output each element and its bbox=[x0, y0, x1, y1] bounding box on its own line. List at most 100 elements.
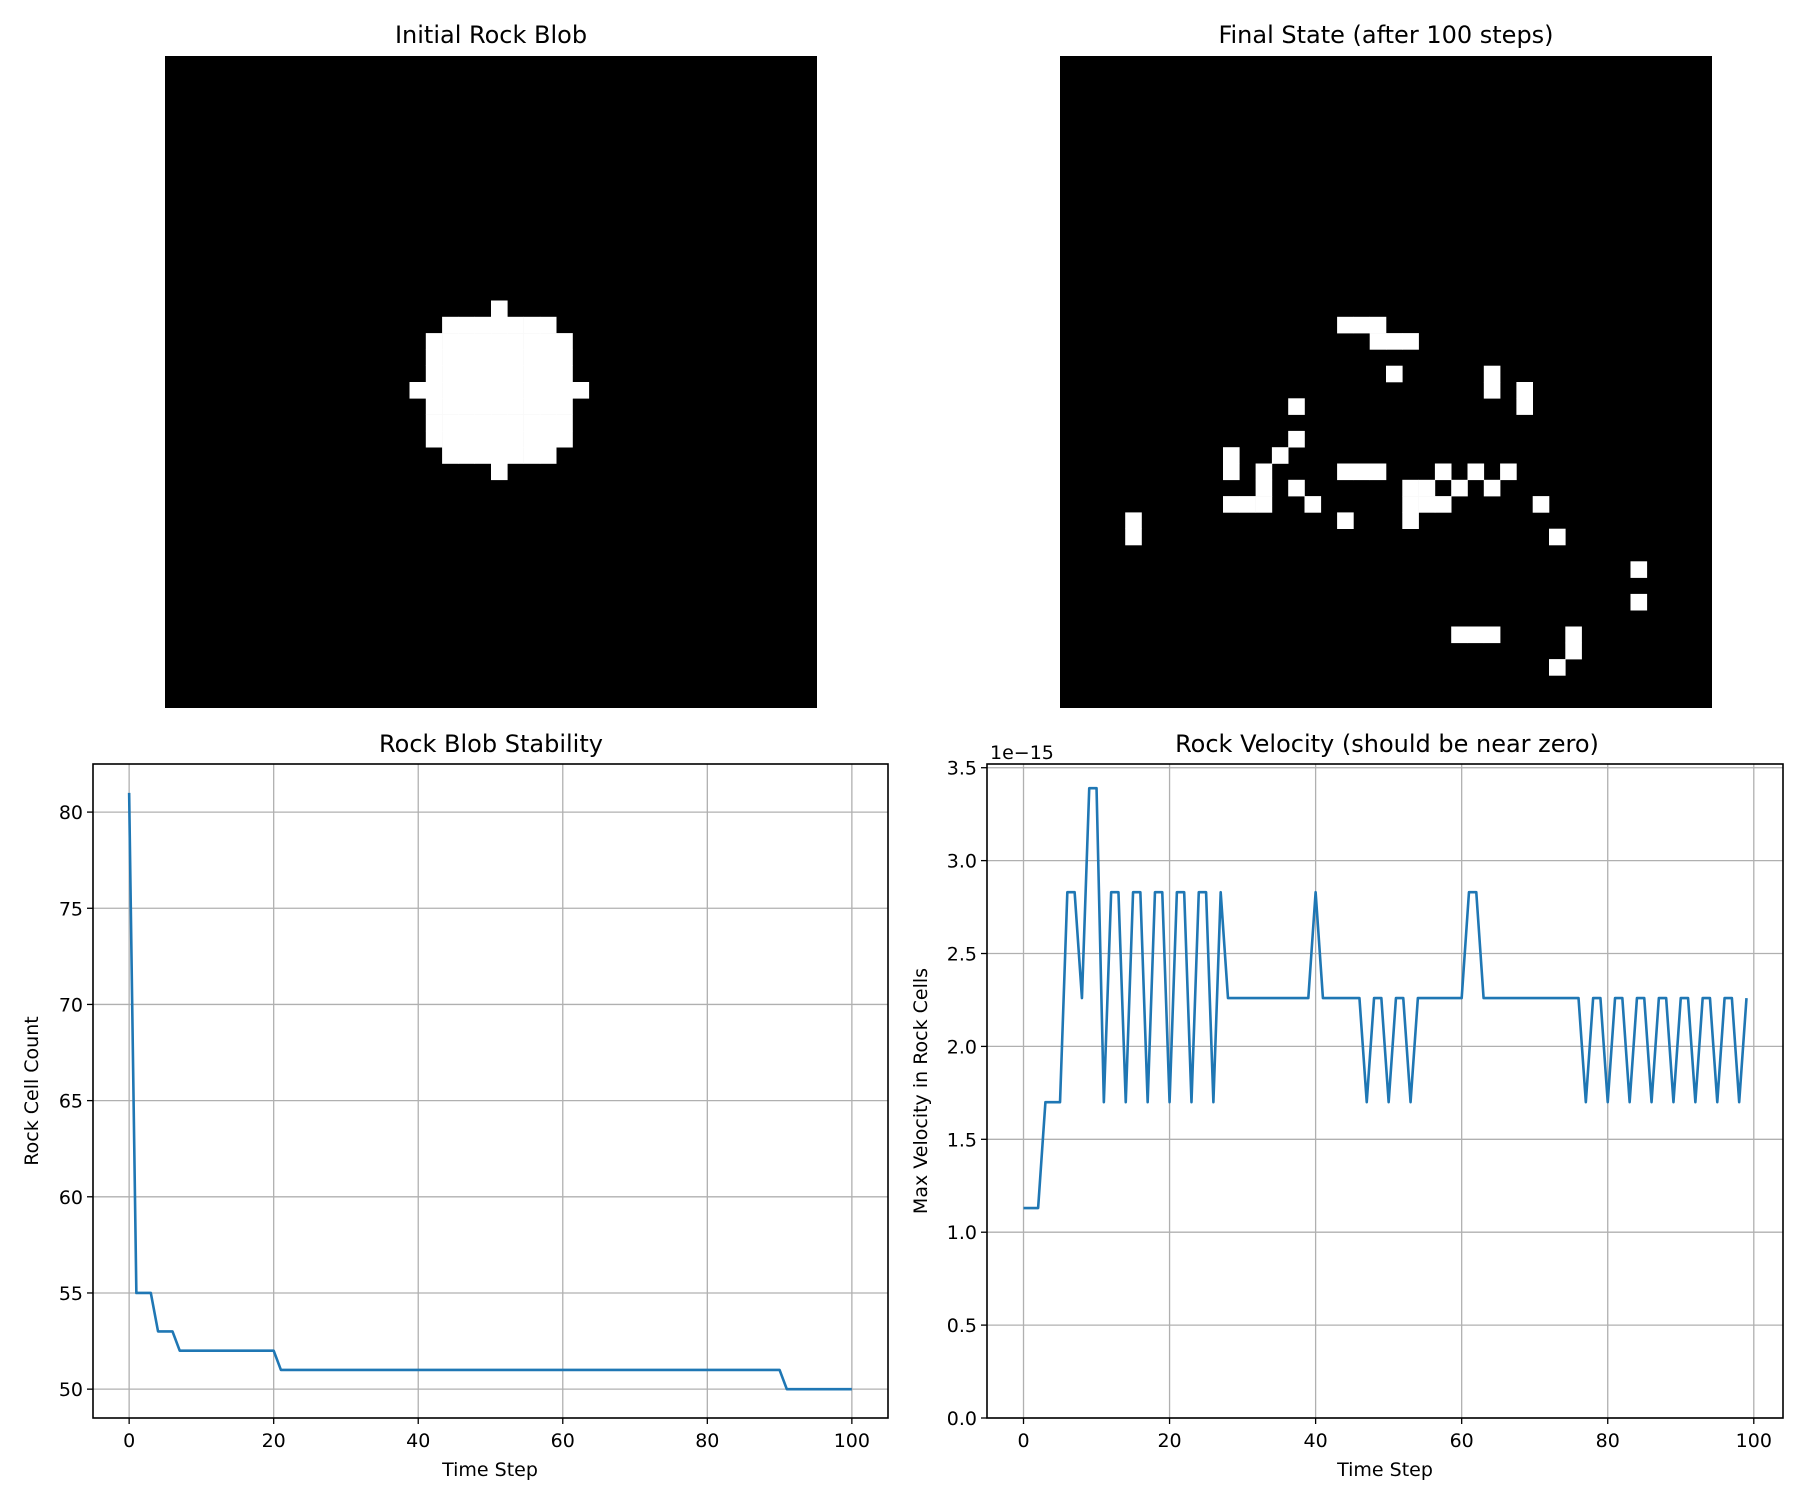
initial-rock-cell bbox=[442, 414, 459, 432]
stability-gridlines bbox=[93, 764, 888, 1418]
stability-x-axis-label: Time Step bbox=[441, 1459, 538, 1481]
final-rock-cell bbox=[1386, 365, 1403, 383]
initial-rock-cell bbox=[458, 398, 475, 415]
velocity-x-tick-label: 60 bbox=[1450, 1430, 1474, 1452]
final-rock-cell bbox=[1402, 512, 1419, 529]
final-rock-cell bbox=[1386, 333, 1403, 350]
initial-rock-cell bbox=[474, 382, 492, 399]
final-rock-cell bbox=[1483, 365, 1501, 383]
initial-rock-cell bbox=[523, 382, 541, 399]
initial-rock-cell bbox=[556, 333, 573, 350]
initial-rock-cell bbox=[539, 333, 557, 350]
velocity-x-tick-label: 40 bbox=[1304, 1430, 1328, 1452]
final-rock-cell bbox=[1223, 447, 1240, 464]
initial-rock-cell bbox=[556, 349, 573, 366]
initial-rock-cell bbox=[491, 414, 508, 432]
initial-rock-cell bbox=[507, 316, 524, 334]
final-rock-cell bbox=[1467, 463, 1485, 481]
initial-rock-cell bbox=[442, 447, 459, 464]
initial-rock-cell bbox=[425, 333, 443, 350]
initial-rock-cell bbox=[539, 430, 557, 448]
initial-rock-cell bbox=[523, 398, 541, 415]
initial-rock-cell bbox=[507, 414, 524, 432]
initial-rock-cell bbox=[491, 333, 508, 350]
final-rock-cell bbox=[1402, 479, 1419, 497]
velocity-x-tick-label: 80 bbox=[1596, 1430, 1620, 1452]
final-rock-cell bbox=[1630, 593, 1648, 611]
final-rock-cell bbox=[1549, 528, 1566, 546]
initial-rock-cell bbox=[425, 430, 443, 448]
velocity-x-tick-label: 100 bbox=[1736, 1430, 1772, 1452]
initial-rock-cell bbox=[474, 365, 492, 383]
initial-rock-cell bbox=[491, 447, 508, 464]
stability-y-tick-label: 70 bbox=[59, 994, 83, 1016]
final-rock-cell bbox=[1532, 496, 1550, 513]
final-rock-cell bbox=[1223, 463, 1240, 481]
initial-rock-cell bbox=[572, 382, 590, 399]
initial-rock-cell bbox=[442, 316, 459, 334]
initial-rock-cell bbox=[442, 333, 459, 350]
stability-y-tick-label: 60 bbox=[59, 1187, 83, 1209]
initial-rock-cell bbox=[491, 365, 508, 383]
initial-rock-cell bbox=[442, 382, 459, 399]
initial-rock-cell bbox=[474, 414, 492, 432]
final-rock-cell bbox=[1337, 512, 1354, 529]
velocity-y-tick-label: 2.5 bbox=[947, 944, 977, 966]
velocity-y-tick-label: 0.5 bbox=[947, 1315, 977, 1337]
initial-rock-cell bbox=[523, 414, 541, 432]
velocity-y-tick-label: 0.0 bbox=[947, 1408, 977, 1430]
initial-rock-cell bbox=[556, 414, 573, 432]
initial-rock-cell bbox=[491, 430, 508, 448]
final-rock-cell bbox=[1255, 479, 1273, 497]
final-rock-cell bbox=[1337, 463, 1354, 481]
initial-rock-cell bbox=[458, 365, 475, 383]
initial-rock-blob-panel: Initial Rock Blob bbox=[165, 21, 817, 708]
initial-rock-cell bbox=[523, 365, 541, 383]
initial-rock-cell bbox=[442, 398, 459, 415]
initial-rock-cell bbox=[539, 349, 557, 366]
initial-rock-cell bbox=[474, 333, 492, 350]
velocity-y-tick-label: 3.5 bbox=[947, 758, 977, 780]
initial-rock-cell bbox=[425, 365, 443, 383]
initial-rock-cell bbox=[425, 349, 443, 366]
initial-rock-cell bbox=[425, 382, 443, 399]
stability-plot-frame bbox=[92, 763, 889, 1419]
initial-rock-cell bbox=[539, 365, 557, 383]
velocity-x-tick-label: 20 bbox=[1157, 1430, 1181, 1452]
final-rock-cell bbox=[1418, 496, 1436, 513]
initial-rock-cell bbox=[507, 333, 524, 350]
initial-rock-cell bbox=[539, 398, 557, 415]
final-rock-cell bbox=[1223, 496, 1240, 513]
initial-rock-cell bbox=[474, 316, 492, 334]
stability-y-tick-label: 65 bbox=[59, 1091, 83, 1113]
velocity-y-tick-label: 1.0 bbox=[947, 1222, 977, 1244]
rock-velocity-chart: Rock Velocity (should be near zero) 1e−1… bbox=[910, 730, 1784, 1481]
initial-rock-cell bbox=[507, 398, 524, 415]
stability-y-tick-label: 75 bbox=[59, 898, 83, 920]
final-rock-cell bbox=[1288, 479, 1305, 497]
velocity-chart-title: Rock Velocity (should be near zero) bbox=[1175, 730, 1599, 758]
final-rock-cell bbox=[1369, 463, 1387, 481]
initial-rock-cell bbox=[507, 365, 524, 383]
final-rock-cell bbox=[1516, 398, 1533, 415]
velocity-y-tick-label: 1.5 bbox=[947, 1129, 977, 1151]
final-rock-cell bbox=[1271, 447, 1289, 464]
initial-rock-cell bbox=[474, 398, 492, 415]
initial-rock-cell bbox=[523, 333, 541, 350]
final-rock-cell bbox=[1369, 333, 1387, 350]
initial-rock-cells bbox=[409, 300, 590, 481]
initial-rock-cell bbox=[491, 463, 508, 481]
initial-rock-cell bbox=[458, 382, 475, 399]
stability-x-tick-label: 80 bbox=[695, 1430, 719, 1452]
final-rock-cell bbox=[1255, 463, 1273, 481]
final-rock-cell bbox=[1353, 463, 1370, 481]
initial-rock-cell bbox=[507, 430, 524, 448]
stability-x-tick-label: 20 bbox=[262, 1430, 286, 1452]
final-rock-cell bbox=[1337, 316, 1354, 334]
stability-y-axis-label: Rock Cell Count bbox=[21, 1016, 43, 1165]
initial-rock-cell bbox=[523, 349, 541, 366]
stability-series-line bbox=[127, 792, 852, 1391]
initial-rock-blob-title: Initial Rock Blob bbox=[395, 21, 587, 49]
initial-rock-cell bbox=[458, 349, 475, 366]
